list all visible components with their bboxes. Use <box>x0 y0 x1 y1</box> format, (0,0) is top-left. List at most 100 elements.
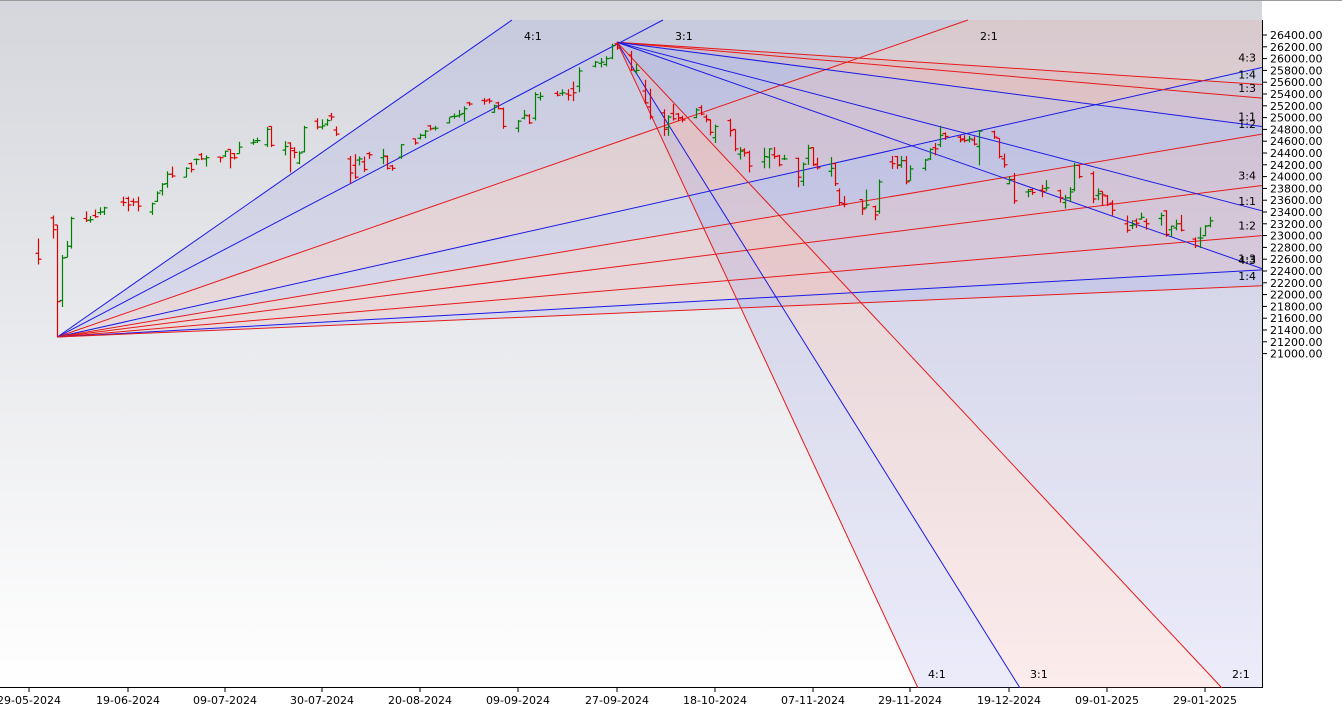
y-tick-label: 24200.00 <box>1270 159 1323 172</box>
ohlc-bar <box>227 148 234 169</box>
ohlc-bar <box>412 138 419 145</box>
ohlc-bar <box>971 136 978 146</box>
ohlc-bar <box>603 56 610 67</box>
ohlc-bar <box>500 107 507 129</box>
rising-fan-line <box>57 19 969 338</box>
ohlc-bar <box>614 42 621 50</box>
ohlc-bar <box>927 148 934 161</box>
y-tick-label: 21200.00 <box>1270 336 1323 349</box>
x-tick-label: 29-11-2024 <box>878 694 942 707</box>
fan-ratio-label: 1:4 <box>1238 69 1256 82</box>
ohlc-bar <box>554 91 561 97</box>
ohlc-bar <box>1090 171 1097 204</box>
ohlc-bar <box>1039 184 1046 198</box>
falling-fan-line <box>616 41 1263 270</box>
ohlc-bar <box>872 205 879 221</box>
x-tick-label: 09-01-2025 <box>1075 694 1139 707</box>
ohlc-bar <box>665 115 672 136</box>
fan-ratio-label: 1:3 <box>1238 82 1256 95</box>
ohlc-bar <box>828 157 835 177</box>
ohlc-bar <box>1197 227 1204 248</box>
ohlc-bar <box>937 125 944 148</box>
ohlc-bar <box>352 154 359 179</box>
x-axis-ticks: 29-05-2024 19-06-2024 09-07-2024 30-07-2024… <box>0 688 1237 707</box>
ohlc-bar <box>250 138 257 145</box>
y-tick-label: 22200.00 <box>1270 277 1323 290</box>
y-tick-label: 24600.00 <box>1270 135 1323 148</box>
ohlc-bar <box>287 142 294 173</box>
y-tick-label: 23200.00 <box>1270 218 1323 231</box>
ohlc-bar <box>633 63 640 74</box>
ohlc-bar <box>1076 164 1083 179</box>
ohlc-bar <box>149 202 156 215</box>
fan-ratio-label: 1:2 <box>1238 118 1256 131</box>
bottom-axis-panel <box>0 688 1342 712</box>
fan-ratio-label: 1:4 <box>1238 270 1256 283</box>
ohlc-bar <box>1178 214 1185 232</box>
ohlc-bar <box>1129 220 1136 230</box>
ohlc-bar <box>254 137 261 143</box>
ohlc-bar <box>154 191 161 202</box>
ohlc-bar <box>1138 212 1145 220</box>
ohlc-bar <box>526 114 533 125</box>
x-tick-label: 09-09-2024 <box>486 694 550 707</box>
y-tick-label: 25800.00 <box>1270 64 1323 77</box>
rising-fan-line <box>57 19 664 338</box>
y-axis-ticks: 26400.0026200.0026000.0025800.0025600.00… <box>1262 29 1323 361</box>
ohlc-bar <box>35 238 42 265</box>
ohlc-bar <box>537 92 544 101</box>
ohlc-bar <box>217 156 224 163</box>
y-tick-label: 21600.00 <box>1270 312 1323 325</box>
ohlc-bar <box>889 155 896 169</box>
ohlc-bars <box>35 42 1214 338</box>
falling-fan-line <box>616 41 1263 212</box>
y-tick-label: 25000.00 <box>1270 112 1323 125</box>
ohlc-bar <box>559 89 566 96</box>
ohlc-bar <box>698 105 705 116</box>
ohlc-bar <box>1001 153 1008 168</box>
ohlc-bar <box>264 127 271 148</box>
ohlc-bar <box>1168 225 1175 237</box>
ohlc-bar <box>1029 188 1036 195</box>
ohlc-bar <box>1124 215 1131 233</box>
ohlc-bar <box>193 158 200 165</box>
ohlc-bar <box>361 156 368 172</box>
ohlc-bar <box>432 125 439 131</box>
fan-ratio-label: 1:3 <box>1238 253 1256 266</box>
ohlc-bar <box>319 119 326 130</box>
fan-ratio-label: 4:3 <box>1238 254 1256 267</box>
y-tick-label: 26400.00 <box>1270 29 1323 42</box>
ohlc-bar <box>486 98 493 104</box>
y-tick-label: 22400.00 <box>1270 265 1323 278</box>
ohlc-bar <box>203 155 210 167</box>
x-tick-label: 18-10-2024 <box>683 694 747 707</box>
y-tick-label: 24000.00 <box>1270 171 1323 184</box>
fan-ratio-label: 4:1 <box>524 30 542 43</box>
ohlc-bar <box>647 88 654 120</box>
ohlc-bar <box>120 196 127 207</box>
ohlc-bar <box>576 67 583 93</box>
y-tick-label: 21400.00 <box>1270 324 1323 337</box>
ohlc-bar <box>628 50 635 71</box>
ohlc-bar <box>236 141 243 155</box>
ohlc-bar <box>707 119 714 136</box>
ohlc-bar <box>466 101 473 106</box>
fan-ratio-label: 3:1 <box>675 30 693 43</box>
ohlc-bar <box>268 125 275 148</box>
ohlc-bar <box>125 196 132 212</box>
ohlc-bar <box>932 142 939 156</box>
y-tick-label: 23400.00 <box>1270 206 1323 219</box>
ohlc-bar <box>532 92 539 121</box>
y-tick-label: 21000.00 <box>1270 348 1323 361</box>
rising-fan-line <box>57 66 1263 338</box>
y-tick-label: 22600.00 <box>1270 253 1323 266</box>
ohlc-bar <box>291 147 298 159</box>
ohlc-bar <box>515 119 522 133</box>
y-tick-label: 24400.00 <box>1270 147 1323 160</box>
x-tick-label: 07-11-2024 <box>781 694 845 707</box>
x-tick-label: 09-07-2024 <box>193 694 257 707</box>
ohlc-bar <box>135 196 142 212</box>
rising-fan-line <box>57 235 1263 338</box>
ohlc-bar <box>491 104 498 113</box>
